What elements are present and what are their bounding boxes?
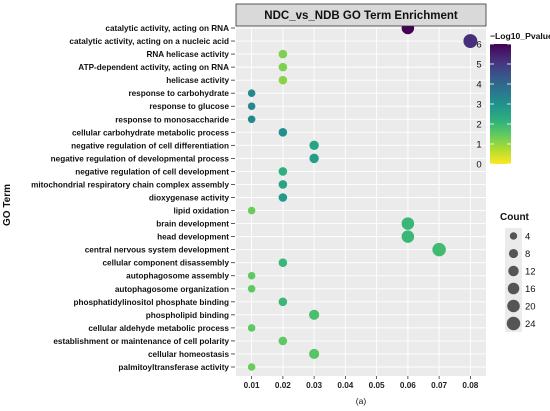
x-tick-label: 0.04	[337, 381, 353, 390]
category-label: autophagosome assembly	[126, 272, 229, 281]
category-label: catalytic activity, acting on RNA	[105, 24, 229, 33]
data-point	[401, 230, 415, 243]
size-legend-label: 8	[525, 249, 530, 260]
category-label: phosphatidylinositol phosphate binding	[73, 298, 229, 307]
size-legend-title: Count	[500, 212, 530, 223]
category-label: cellular component disassembly	[103, 259, 230, 268]
data-point	[401, 217, 415, 230]
category-label: catalytic activity, acting on a nucleic …	[69, 37, 229, 46]
size-legend-label: 24	[525, 319, 536, 330]
size-legend-label: 12	[525, 267, 536, 278]
size-legend-label: 20	[525, 302, 536, 313]
x-axis-tick-labels: 0.01 0.02 0.03 0.04 0.05 0.06 0.07 0.08	[244, 376, 479, 390]
color-legend-tick-label: 3	[476, 100, 481, 111]
category-label: RNA helicase activity	[146, 50, 229, 59]
x-tick-label: 0.01	[244, 381, 260, 390]
data-point	[309, 140, 319, 151]
category-label: head development	[157, 233, 229, 242]
category-label: negative regulation of cell differentiat…	[71, 141, 229, 150]
category-label: negative regulation of cell development	[75, 167, 229, 176]
plot-panel	[236, 27, 486, 376]
x-tick-label: 0.02	[275, 381, 291, 390]
color-legend-bar	[490, 44, 511, 164]
data-point	[247, 206, 256, 215]
x-tick-label: 0.03	[306, 381, 322, 390]
data-point	[247, 102, 256, 111]
figure-caption: (a)	[356, 396, 367, 406]
data-point	[432, 242, 446, 257]
data-point	[278, 336, 288, 346]
size-legend-label: 16	[525, 284, 536, 295]
data-point	[309, 153, 319, 164]
size-legend-swatch	[506, 316, 521, 331]
category-label: establishment or maintenance of cell pol…	[53, 337, 229, 346]
data-point	[247, 363, 256, 371]
chart-title: NDC_vs_NDB GO Term Enrichment	[264, 10, 458, 22]
category-label: cellular carbohydrate metabolic process	[72, 128, 229, 137]
category-label: autophagosome organization	[115, 285, 229, 294]
data-point	[247, 271, 256, 280]
data-point	[247, 115, 256, 124]
color-legend-tick-label: 0	[476, 160, 481, 171]
data-point	[278, 62, 288, 72]
color-legend-tick-label: 1	[476, 140, 481, 151]
color-legend-title: −Log10_Pvalue	[490, 31, 550, 41]
data-point	[278, 75, 288, 85]
data-point	[278, 167, 288, 176]
category-label: helicase activity	[166, 76, 229, 85]
category-label: mitochondrial respiratory chain complex …	[31, 180, 229, 189]
size-legend-swatch	[509, 232, 518, 240]
size-legend-swatch	[507, 282, 520, 295]
data-point	[278, 258, 288, 267]
data-point	[309, 309, 320, 320]
data-points	[247, 21, 478, 371]
y-axis-title: GO Term	[2, 184, 13, 226]
size-legend-label: 4	[525, 232, 530, 243]
category-label: response to glucose	[149, 102, 229, 111]
y-axis-category-labels: catalytic activity, acting on RNA catalyt…	[31, 24, 235, 372]
category-label: palmitoyltransferase activity	[118, 363, 229, 372]
data-point	[247, 324, 256, 332]
category-label: cellular aldehyde metabolic process	[88, 324, 229, 333]
data-point	[463, 34, 478, 49]
data-point	[278, 180, 288, 189]
title-strip	[235, 3, 487, 27]
category-label: cellular homeostasis	[148, 350, 229, 359]
category-label: ATP-dependent activity, acting on RNA	[78, 63, 229, 72]
data-point	[278, 128, 288, 137]
size-legend-swatch	[508, 248, 519, 259]
x-tick-label: 0.05	[369, 381, 385, 390]
category-label: negative regulation of developmental pro…	[51, 154, 230, 163]
color-legend-ticks: 0 1 2 3 4 5 6	[476, 40, 511, 171]
size-legend-swatch	[508, 265, 519, 277]
x-tick-label: 0.08	[462, 381, 478, 390]
x-tick-label: 0.06	[400, 381, 416, 390]
color-legend-tick-label: 2	[476, 120, 481, 131]
color-legend-tick-label: 6	[476, 40, 481, 51]
color-legend-tick-label: 4	[476, 80, 481, 91]
size-legend-box	[505, 228, 522, 332]
category-label: response to monosaccharide	[115, 115, 229, 124]
category-label: brain development	[156, 220, 229, 229]
data-point	[309, 348, 320, 360]
x-tick-label: 0.07	[431, 381, 447, 390]
color-legend-tick-label: 5	[476, 60, 481, 71]
data-point	[278, 297, 288, 307]
data-point	[247, 284, 256, 293]
category-label: central nervous system development	[85, 246, 230, 255]
category-label: lipid oxidation	[174, 207, 230, 216]
data-point	[278, 49, 288, 59]
data-point	[247, 89, 256, 97]
data-point	[278, 193, 288, 202]
size-legend-swatch	[507, 299, 520, 313]
size-legend-items: 4 8 12 16 20 24	[506, 232, 536, 331]
category-label: phospholipid binding	[146, 311, 229, 320]
category-label: response to carbohydrate	[128, 89, 229, 98]
grid-lines	[236, 27, 486, 376]
category-label: dioxygenase activity	[149, 194, 230, 203]
